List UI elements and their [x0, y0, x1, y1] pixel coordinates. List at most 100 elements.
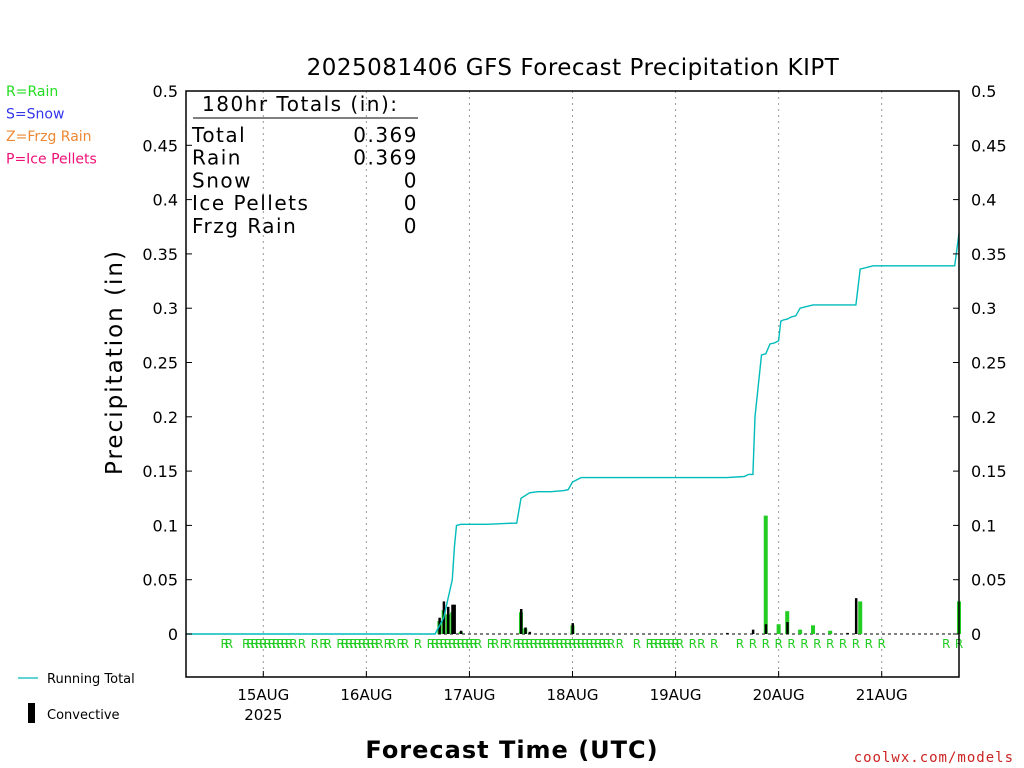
ptype-mark: R — [311, 637, 319, 651]
ptype-mark: R — [865, 637, 873, 651]
ptype-mark: R — [366, 637, 374, 651]
convective-bar — [519, 609, 523, 634]
ptype-mark: R — [689, 637, 697, 651]
ptype-mark: R — [762, 637, 770, 651]
y-tick-label-right: 0.2 — [971, 408, 996, 427]
grid — [186, 91, 959, 677]
ptype-mark: R — [268, 637, 276, 651]
ptype-mark: R — [439, 637, 447, 651]
convective-bar — [453, 604, 456, 634]
ptype-mark: R — [504, 637, 512, 651]
ptype-mark: R — [427, 637, 435, 651]
ptype-mark: R — [813, 637, 821, 651]
rain-bar — [776, 624, 781, 634]
convective-bar — [524, 627, 527, 634]
ptype-mark: R — [487, 637, 495, 651]
ptype-mark: R — [401, 637, 409, 651]
y-tick-label-left: 0.05 — [142, 571, 178, 590]
ptype-mark: R — [263, 637, 271, 651]
x-axis-ticks: 15AUG 2025 16AUG 17AUG 18AUG 19AUG 20AUG 21AUG — [237, 671, 908, 724]
y-tick-label-left: 0.5 — [153, 82, 178, 101]
totals-row-value: 0.369 — [353, 146, 418, 170]
totals-row-label: Rain — [192, 146, 242, 170]
precip-bars — [437, 515, 961, 634]
ptype-mark: R — [358, 637, 366, 651]
convective-bar — [786, 622, 789, 634]
ptype-mark: R — [276, 637, 284, 651]
ptype-mark: R — [371, 637, 379, 651]
y-tick-label-right: 0.3 — [971, 299, 996, 318]
ptype-mark: R — [336, 637, 344, 651]
ptype-mark: R — [298, 637, 306, 651]
ptype-mark: R — [594, 637, 602, 651]
y-tick-label-right: 0.05 — [971, 571, 1007, 590]
ptype-mark: R — [667, 637, 675, 651]
ptype-mark: R — [555, 637, 563, 651]
ptype-mark: R — [534, 637, 542, 651]
totals-row-label: Frzg Rain — [192, 214, 297, 238]
ptype-mark: R — [362, 637, 370, 651]
convective-bar — [459, 630, 463, 634]
convective-bar — [751, 629, 755, 634]
ptype-mark: R — [633, 637, 641, 651]
rain-bar — [810, 625, 815, 634]
totals-row-label: Ice Pellets — [192, 191, 309, 215]
ptype-mark: R — [839, 637, 847, 651]
y-tick-label-left: 0.1 — [153, 516, 178, 535]
ptype-mark: R — [384, 637, 392, 651]
ptype-mark: R — [242, 637, 250, 651]
ptype-mark: R — [671, 637, 679, 651]
y-axis-ticks: 0 00.05 0.050.1 0.10.15 0.150.2 0.20.25 0.250.… — [142, 82, 1006, 644]
y-tick-label-right: 0.5 — [971, 82, 996, 101]
totals-row-value: 0 — [404, 191, 418, 215]
ptype-mark: R — [255, 637, 263, 651]
rain-bar — [763, 515, 768, 634]
ptype-mark: R — [448, 637, 456, 651]
x-tick-label: 19AUG — [650, 686, 702, 704]
ptype-mark: R — [560, 637, 568, 651]
ptype-mark: R — [452, 637, 460, 651]
ptype-mark: R — [676, 637, 684, 651]
ptype-mark: R — [354, 637, 362, 651]
legend: Running Total Convective — [18, 672, 135, 723]
ptype-mark: R — [470, 637, 478, 651]
x-tick-sublabel: 2025 — [244, 706, 282, 724]
ptype-mark: R — [577, 637, 585, 651]
ptype-mark: R — [246, 637, 254, 651]
convective-bar — [854, 598, 858, 634]
y-tick-label-left: 0.2 — [153, 408, 178, 427]
ptype-mark: R — [491, 637, 499, 651]
ptype-mark: R — [285, 637, 293, 651]
ptype-mark: R — [598, 637, 606, 651]
precip-type-key: R=Rain S=Snow Z=Frzg Rain P=Ice Pellets — [6, 84, 97, 168]
type-key-item: Z=Frzg Rain — [6, 129, 92, 145]
ptype-mark: R — [603, 637, 611, 651]
x-axis-label: Forecast Time (UTC) — [365, 736, 658, 764]
ptype-mark: R — [586, 637, 594, 651]
ptype-mark: R — [500, 637, 508, 651]
ptype-mark: R — [341, 637, 349, 651]
ptype-mark: R — [663, 637, 671, 651]
ptype-mark: R — [800, 637, 808, 651]
ptype-mark: R — [375, 637, 383, 651]
y-tick-label-right: 0.45 — [971, 136, 1007, 155]
ptype-mark: R — [259, 637, 267, 651]
x-tick-label: 18AUG — [547, 686, 599, 704]
ptype-mark: R — [388, 637, 396, 651]
y-tick-label-right: 0.35 — [971, 245, 1007, 264]
totals-heading: 180hr Totals (in): — [202, 92, 399, 116]
ptype-mark: R — [461, 637, 469, 651]
y-tick-label-left: 0.45 — [142, 136, 178, 155]
ptype-mark: R — [474, 637, 482, 651]
y-tick-label-right: 0.1 — [971, 516, 996, 535]
ptype-mark: R — [826, 637, 834, 651]
ptype-mark: R — [852, 637, 860, 651]
ptype-mark: R — [435, 637, 443, 651]
convective-bar — [846, 632, 849, 634]
ptype-mark: R — [650, 637, 658, 651]
x-tick-label: 21AUG — [856, 686, 908, 704]
legend-running-total: Running Total — [47, 672, 135, 687]
totals-row-value: 0 — [404, 214, 418, 238]
convective-bar — [528, 631, 532, 634]
